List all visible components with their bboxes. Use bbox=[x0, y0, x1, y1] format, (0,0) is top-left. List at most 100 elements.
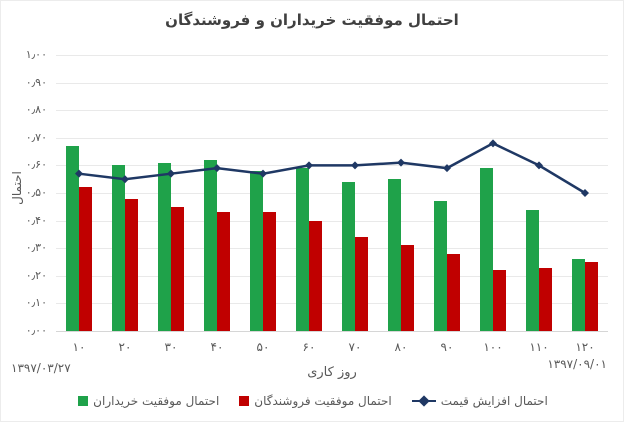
bar-sellers bbox=[171, 206, 184, 331]
y-tick-label: ۰٫۵۰ bbox=[25, 186, 47, 199]
sellers-series-swatch-icon bbox=[239, 396, 250, 406]
price-line-marker-icon bbox=[411, 395, 436, 407]
x-tick-label: ۳۰ bbox=[164, 340, 178, 354]
bar-buyers bbox=[526, 209, 539, 331]
x-tick-label: ۴۰ bbox=[210, 340, 224, 354]
x-tick-label: ۲۰ bbox=[118, 340, 132, 354]
legend-item-buyers: احتمال موفقیت خریداران bbox=[78, 394, 219, 408]
gridline bbox=[56, 193, 608, 194]
y-tick-label: ۰٫۸۰ bbox=[25, 103, 47, 117]
bar-buyers bbox=[250, 170, 263, 331]
bar-group bbox=[470, 55, 516, 331]
x-tick-label: ۵۰ bbox=[256, 340, 270, 354]
x-tick-label: ۷۰ bbox=[348, 340, 362, 354]
line-marker-diamond-icon bbox=[121, 175, 129, 184]
y-axis-tick-labels: ۱٫۰۰ ۰٫۹۰ ۰٫۸۰ ۰٫۷۰ ۰٫۶۰ ۰٫۵۰ ۰٫۴۰ ۰٫۳۰ ۰٫۲۰ ۰٫۱۰… bbox=[1, 48, 51, 337]
line-marker-diamond-icon bbox=[351, 161, 359, 170]
bar-group bbox=[148, 55, 194, 331]
gridline bbox=[56, 248, 608, 250]
x-axis-tick-labels: ۱۰ ۲۰ ۳۰ ۴۰ ۵۰ ۶۰ ۷۰ ۸۰ ۹۰ ۱۰۰ ۱۱۰ ۱۲۰ bbox=[56, 340, 608, 354]
line-marker-diamond-icon bbox=[167, 169, 175, 178]
bar-buyers bbox=[434, 201, 447, 331]
y-tick-label: ۰٫۹۰ bbox=[25, 75, 47, 89]
y-tick-label: ۰٫۲۰ bbox=[25, 268, 47, 282]
bar-group bbox=[194, 55, 240, 331]
line-marker-diamond-icon bbox=[443, 164, 451, 173]
line-marker-diamond-icon bbox=[213, 164, 221, 173]
x-axis-title: روز کاری bbox=[307, 365, 357, 380]
x-tick-label: ۱۰ bbox=[72, 340, 86, 354]
legend-item-price-line: احتمال افزایش قیمت bbox=[411, 394, 548, 408]
bar-sellers bbox=[539, 267, 552, 331]
bar-buyers bbox=[342, 181, 355, 331]
x-axis-start-date: ۱۳۹۷/۰۳/۲۷ bbox=[11, 361, 71, 375]
gridline bbox=[56, 275, 608, 277]
bar-group bbox=[378, 55, 424, 331]
gridline bbox=[56, 137, 608, 139]
line-marker-diamond-icon bbox=[489, 139, 497, 148]
bar-buyers bbox=[572, 259, 585, 331]
line-marker-diamond-icon bbox=[397, 158, 405, 167]
bar-sellers bbox=[401, 245, 414, 331]
chart-title: احتمال موفقیت خریداران و فروشندگان bbox=[165, 11, 459, 29]
bar-sellers bbox=[125, 198, 138, 331]
x-tick-label: ۱۱۰ bbox=[529, 340, 549, 354]
x-tick-label: ۶۰ bbox=[302, 340, 316, 354]
bar-buyers bbox=[66, 146, 79, 331]
bar-group bbox=[516, 55, 562, 331]
y-tick-label: ۰٫۰۰ bbox=[25, 324, 47, 337]
line-series-layer bbox=[75, 139, 589, 197]
bar-series-layer bbox=[56, 55, 608, 331]
bar-group bbox=[332, 55, 378, 331]
buyers-series-swatch-icon bbox=[78, 396, 89, 406]
bar-sellers bbox=[355, 237, 368, 331]
gridline bbox=[56, 110, 608, 112]
bar-sellers bbox=[585, 262, 598, 331]
bar-sellers bbox=[309, 220, 322, 331]
plot-area bbox=[56, 55, 608, 332]
y-tick-label: ۰٫۳۰ bbox=[25, 241, 47, 255]
legend-label-price-line: احتمال افزایش قیمت bbox=[440, 394, 548, 408]
y-tick-label: ۰٫۴۰ bbox=[25, 213, 47, 227]
bar-sellers bbox=[447, 253, 460, 331]
x-axis-bottom-row: ۱۳۹۷/۰۳/۲۷ روز کاری ۱۳۹۷/۰۹/۰۱ bbox=[1, 357, 623, 383]
x-axis-end-date: ۱۳۹۷/۰۹/۰۱ bbox=[547, 357, 607, 371]
bar-group bbox=[240, 55, 286, 331]
line-marker-diamond-icon bbox=[75, 169, 83, 178]
line-marker-diamond-icon bbox=[259, 169, 267, 178]
gridline bbox=[56, 220, 608, 222]
y-tick-label: ۰٫۱۰ bbox=[25, 296, 47, 310]
bar-sellers bbox=[263, 212, 276, 331]
bar-group bbox=[286, 55, 332, 331]
legend-label-sellers: احتمال موفقیت فروشندگان bbox=[254, 394, 392, 408]
bar-sellers bbox=[79, 187, 92, 331]
bar-buyers bbox=[480, 168, 493, 331]
bar-buyers bbox=[388, 179, 401, 331]
legend-item-sellers: احتمال موفقیت فروشندگان bbox=[239, 394, 392, 408]
bar-sellers bbox=[493, 270, 506, 331]
bar-buyers bbox=[204, 159, 217, 331]
x-tick-label: ۹۰ bbox=[440, 340, 454, 354]
x-axis-line bbox=[56, 331, 608, 332]
line-marker-diamond-icon bbox=[581, 189, 589, 197]
bar-group bbox=[56, 55, 102, 331]
line-marker-diamond-icon bbox=[305, 161, 313, 170]
legend-label-buyers: احتمال موفقیت خریداران bbox=[93, 394, 220, 408]
gridline bbox=[56, 303, 608, 305]
bar-group bbox=[102, 55, 148, 331]
bar-group bbox=[562, 55, 608, 331]
x-tick-label: ۸۰ bbox=[394, 340, 408, 354]
gridline bbox=[56, 55, 608, 56]
bar-group bbox=[424, 55, 470, 331]
price-line bbox=[78, 141, 586, 195]
legend: احتمال موفقیت خریداران احتمال موفقیت فرو… bbox=[1, 394, 623, 408]
gridline bbox=[56, 82, 608, 84]
y-tick-label: ۰٫۶۰ bbox=[25, 158, 47, 172]
bar-buyers bbox=[112, 165, 125, 331]
y-tick-label: ۱٫۰۰ bbox=[25, 48, 47, 61]
bar-sellers bbox=[217, 212, 230, 331]
bar-buyers bbox=[158, 162, 171, 331]
y-tick-label: ۰٫۷۰ bbox=[25, 130, 47, 144]
x-tick-label: ۱۲۰ bbox=[575, 340, 595, 354]
